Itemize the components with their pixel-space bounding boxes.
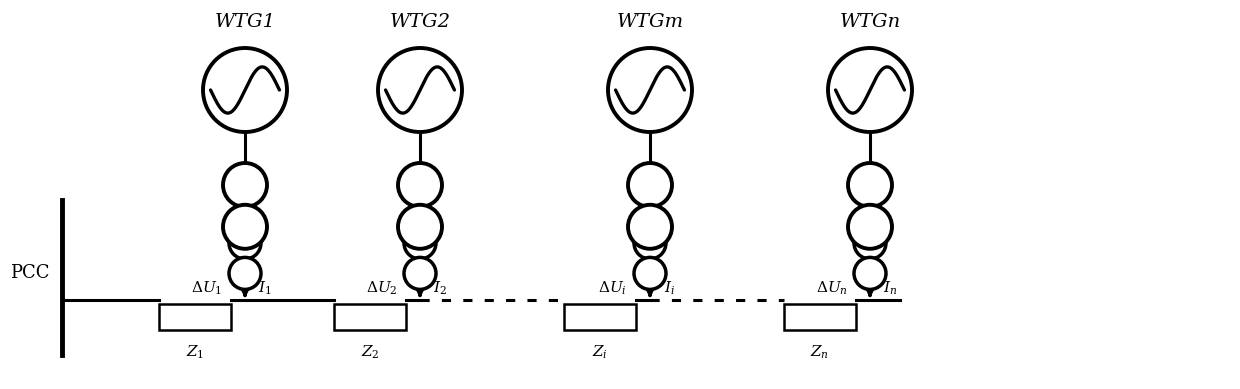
Text: WTGn: WTGn (839, 13, 900, 31)
Circle shape (229, 258, 260, 289)
Text: WTG1: WTG1 (215, 13, 275, 31)
Circle shape (398, 163, 441, 207)
Text: $\Delta U_2$: $\Delta U_2$ (366, 280, 398, 298)
Circle shape (404, 258, 436, 289)
Circle shape (378, 48, 463, 132)
Bar (334, 304, 405, 330)
Text: $Z_i$: $Z_i$ (591, 344, 608, 361)
Circle shape (229, 227, 260, 259)
Bar (564, 304, 636, 330)
Text: $I_1$: $I_1$ (258, 280, 272, 298)
Circle shape (634, 227, 666, 259)
Circle shape (398, 205, 441, 249)
Circle shape (627, 163, 672, 207)
Text: $Z_2$: $Z_2$ (361, 344, 379, 361)
Bar (784, 304, 856, 330)
Circle shape (223, 163, 267, 207)
Text: $Z_1$: $Z_1$ (186, 344, 205, 361)
Circle shape (627, 205, 672, 249)
Circle shape (848, 163, 892, 207)
Text: $I_i$: $I_i$ (665, 280, 676, 298)
Circle shape (848, 205, 892, 249)
Circle shape (854, 227, 887, 259)
Circle shape (404, 227, 436, 259)
Text: WTGm: WTGm (616, 13, 683, 31)
Text: $I_2$: $I_2$ (433, 280, 446, 298)
Circle shape (828, 48, 911, 132)
Text: WTG2: WTG2 (389, 13, 450, 31)
Circle shape (203, 48, 286, 132)
Text: PCC: PCC (10, 263, 50, 282)
Circle shape (854, 258, 887, 289)
Text: $\Delta U_i$: $\Delta U_i$ (598, 280, 626, 298)
Text: $\Delta U_1$: $\Delta U_1$ (191, 280, 223, 298)
Bar (159, 304, 231, 330)
Circle shape (608, 48, 692, 132)
Text: $\Delta U_n$: $\Delta U_n$ (816, 280, 848, 298)
Circle shape (223, 205, 267, 249)
Circle shape (634, 258, 666, 289)
Text: $I_n$: $I_n$ (883, 280, 898, 298)
Text: $Z_n$: $Z_n$ (811, 344, 830, 361)
